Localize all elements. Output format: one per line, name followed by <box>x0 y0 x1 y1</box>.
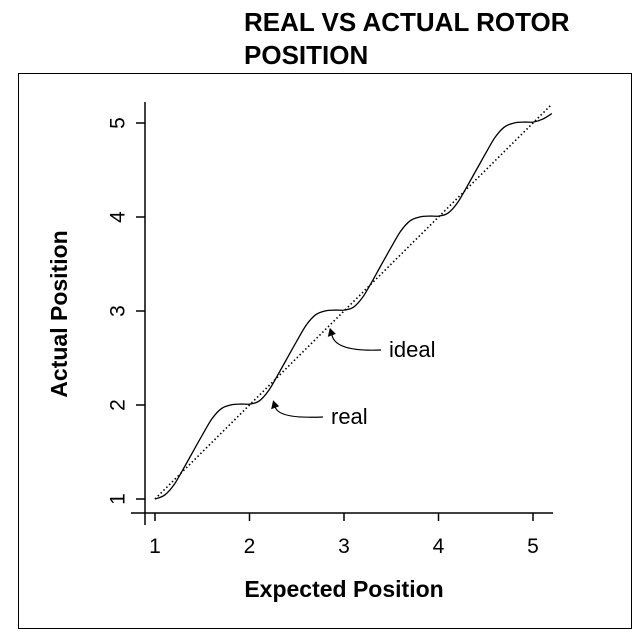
page-title-line-1: REAL VS ACTUAL ROTOR <box>244 7 570 37</box>
x-tick-label: 4 <box>433 535 445 558</box>
x-tick-label: 2 <box>244 535 256 558</box>
ideal-annotation-arrow <box>331 333 382 351</box>
y-tick-label: 1 <box>107 493 130 505</box>
real-annotation-arrow <box>274 406 324 418</box>
x-axis-label: Expected Position <box>244 576 443 602</box>
y-tick-label: 3 <box>107 305 130 317</box>
chart-frame <box>18 73 632 629</box>
x-tick-label: 5 <box>527 535 539 558</box>
y-tick-label: 4 <box>107 211 130 223</box>
y-axis-label: Actual Position <box>46 230 72 397</box>
y-tick-label: 2 <box>107 399 130 411</box>
real-annotation-arrowhead <box>271 400 280 410</box>
y-tick-label: 5 <box>107 117 130 129</box>
ideal-series-line <box>154 103 553 500</box>
x-axis-ticks: 1 2 3 4 5 <box>149 513 539 558</box>
x-tick-label: 3 <box>338 535 350 558</box>
ideal-annotation-arrowhead <box>327 327 336 337</box>
y-axis-ticks: 1 2 3 4 5 <box>107 117 145 505</box>
page-title: REAL VS ACTUAL ROTOR POSITION <box>244 6 634 72</box>
real-annotation-label: real <box>331 404 368 429</box>
page-title-line-2: POSITION <box>244 40 369 70</box>
real-series-line <box>154 113 553 500</box>
x-tick-label: 1 <box>149 535 161 558</box>
ideal-annotation-label: ideal <box>389 337 435 362</box>
